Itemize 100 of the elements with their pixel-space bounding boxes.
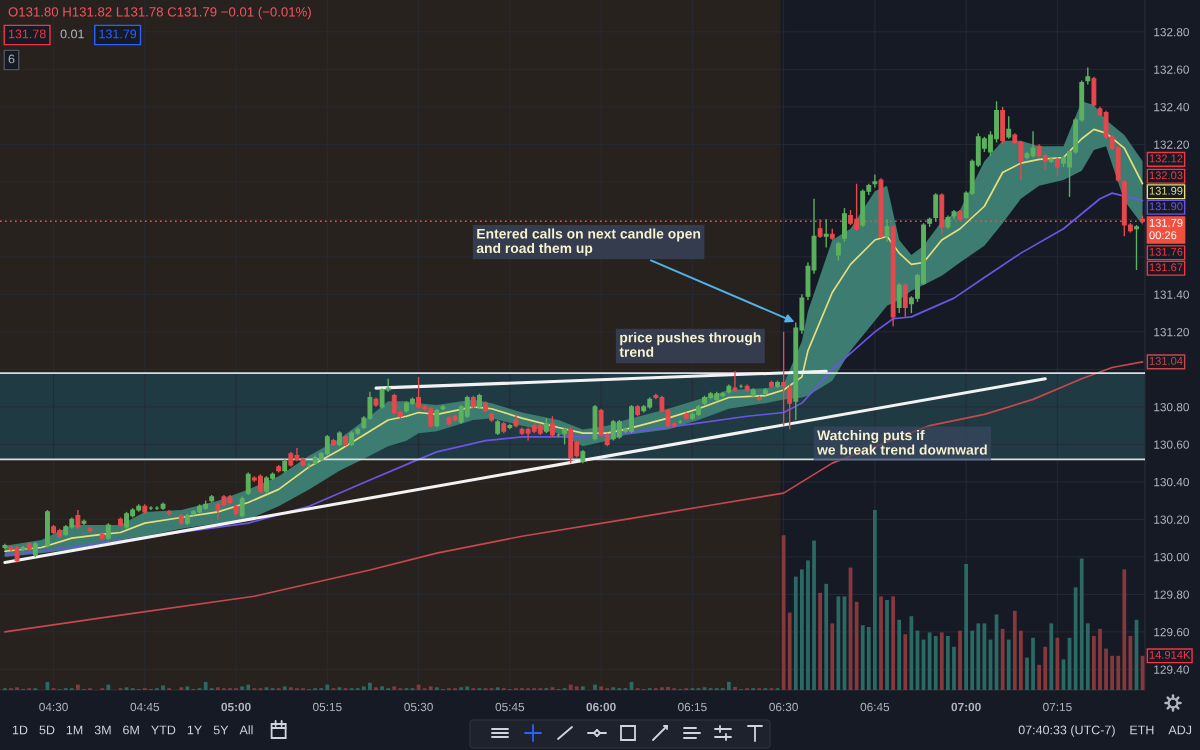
bar <box>976 623 981 690</box>
candlestick <box>896 282 902 314</box>
bar <box>203 681 208 690</box>
bar <box>76 684 80 690</box>
candlestick <box>1134 224 1139 271</box>
annotation: 6 <box>8 54 15 64</box>
bar <box>952 646 956 690</box>
line-series <box>4 361 1144 633</box>
bar <box>1085 623 1090 690</box>
bar <box>337 687 342 690</box>
text: ADJ <box>1168 725 1192 735</box>
annotation: 132.12 <box>1149 154 1183 163</box>
bar <box>1049 623 1054 690</box>
bar <box>939 632 944 690</box>
x-tick-label: 06:45 <box>860 702 890 712</box>
bar <box>325 684 330 690</box>
bar <box>124 687 129 690</box>
bar <box>1116 655 1121 690</box>
x-tick-label: 06:00 <box>586 702 616 712</box>
text: 3M <box>94 725 111 735</box>
bar <box>246 684 251 690</box>
bar <box>428 686 433 690</box>
bar <box>726 681 731 690</box>
bar <box>1025 657 1029 690</box>
y-tick-label: 130.40 <box>1154 477 1189 487</box>
x-tick-label: 05:15 <box>313 702 342 712</box>
candlestick <box>817 218 823 239</box>
bar <box>873 510 877 690</box>
bar <box>1098 628 1102 690</box>
x-tick-label: 05:45 <box>495 702 525 712</box>
bar <box>392 686 397 690</box>
bar <box>568 684 573 690</box>
x-tick-label: 04:30 <box>39 702 68 712</box>
x-tick-label: 06:15 <box>678 702 707 712</box>
bar <box>964 564 969 690</box>
bar <box>550 687 555 690</box>
annotation: Watching puts if we break trend downward <box>817 430 987 455</box>
bar <box>885 600 889 690</box>
y-tick-label: 132.60 <box>1154 65 1189 74</box>
bar <box>1019 630 1023 690</box>
data-label: 131.04 <box>1149 356 1183 365</box>
bar <box>361 686 366 690</box>
bar <box>288 687 293 690</box>
line-series <box>4 192 1144 556</box>
bar <box>593 684 597 690</box>
bar <box>374 687 378 690</box>
candlestick <box>835 241 841 262</box>
candlestick <box>823 218 829 249</box>
bar <box>1037 664 1042 690</box>
bar <box>495 687 500 690</box>
bar <box>897 619 902 690</box>
bar <box>1012 610 1017 690</box>
bar <box>179 687 184 690</box>
text: 1Y <box>187 725 202 735</box>
bar <box>1006 639 1011 690</box>
x-tick-label: 07:00 <box>951 702 981 712</box>
y-tick-label: 129.60 <box>1154 627 1189 637</box>
annotation: 131.79 <box>99 29 137 39</box>
bar <box>1043 646 1048 690</box>
annotation: 132.03 <box>1149 171 1183 180</box>
y-tick-label: 132.40 <box>1154 102 1189 112</box>
candlestick <box>434 408 440 429</box>
candlestick <box>884 218 890 243</box>
bar <box>793 576 798 690</box>
bar <box>574 686 579 690</box>
bar <box>866 627 871 690</box>
chart-subtitle: O131.80 H131.82 L131.78 C131.79 −0.01 (−0.01%) <box>8 6 311 20</box>
x-tick-label: 06:30 <box>769 702 798 712</box>
y-tick-label: 130.00 <box>1154 552 1189 562</box>
candlestick <box>781 331 787 427</box>
bar <box>1079 558 1084 690</box>
annotation: price pushes through trend <box>619 332 761 357</box>
text: 5D <box>39 725 55 735</box>
y-tick-label: 130.60 <box>1154 440 1189 449</box>
bar <box>106 684 111 690</box>
bar <box>465 686 470 690</box>
candlestick <box>306 462 312 470</box>
text: All <box>239 725 253 735</box>
ref-line-label: 131.79 00:26 <box>1149 218 1183 240</box>
bar <box>854 601 859 690</box>
text: 1M <box>66 725 83 735</box>
candlestick <box>872 173 878 189</box>
y-tick-label: 129.80 <box>1154 590 1189 599</box>
bar <box>787 612 792 690</box>
candlestick <box>245 471 251 496</box>
bar <box>927 632 932 690</box>
annotation: 131.76 <box>1149 247 1183 256</box>
bar <box>1000 628 1005 690</box>
bar <box>580 686 585 690</box>
y-tick-label: 129.40 <box>1154 665 1189 674</box>
bar <box>282 686 287 690</box>
bar <box>702 687 707 690</box>
bar <box>434 687 439 690</box>
candlestick <box>75 509 81 530</box>
candlestick <box>550 415 555 438</box>
candlestick <box>787 383 793 431</box>
candlestick <box>1054 156 1060 177</box>
bar <box>1031 637 1035 690</box>
bar <box>1073 587 1078 690</box>
bar <box>824 583 829 690</box>
